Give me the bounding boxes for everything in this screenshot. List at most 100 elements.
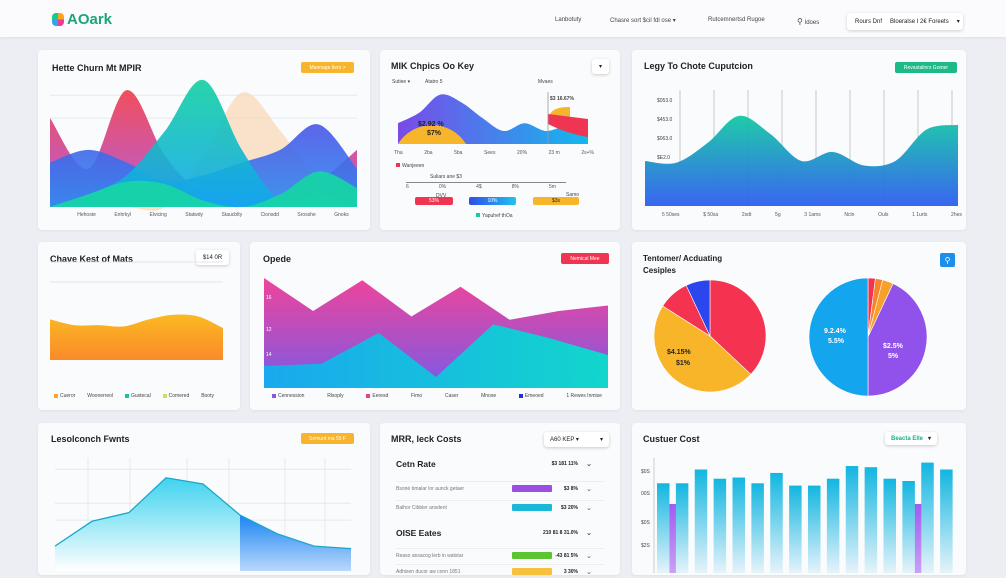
legend-label: Cennession [278, 393, 305, 399]
cost-row[interactable]: Adhisen ducor aw conn 1851 3 30% ⌄ [396, 564, 604, 578]
left-pie-chart [653, 279, 767, 393]
card-churn: Hette Churn Mt MPIR Mannage Iiers > Heho… [38, 50, 370, 230]
header-select[interactable]: Rours Dnf Bloeralse I 2€ Foreets ▾ [847, 13, 963, 30]
legend-swatch [366, 393, 371, 398]
card-title: Chave Kest of Mats [50, 254, 134, 264]
cost-select[interactable]: Beacta Elle ▾ [885, 432, 937, 445]
legend-item: Woonerreol [87, 393, 113, 399]
dropdown-button[interactable]: ▾ [592, 59, 609, 74]
nav-item-2-label: Chasre sort $cil fdl ose [610, 18, 672, 24]
yellow-hump [398, 125, 466, 144]
scale-label: Suliars ane $3 [430, 174, 462, 180]
bar [864, 467, 878, 573]
bar [732, 477, 745, 573]
nav-item-1[interactable]: Lanbotuty [555, 17, 582, 23]
scale-tick: 8% [511, 184, 519, 190]
card-pies: Tentomer/ Acduating Cesiples ⚲ $4.15% $1%… [632, 242, 966, 410]
bar [940, 469, 953, 573]
x-label: 2s+% [581, 150, 594, 156]
legend-label: Mnose [481, 393, 497, 399]
cost-row[interactable]: OISE Eates 210 81 8 31.0% ⌄ [396, 526, 604, 540]
legend-item: Mnose [481, 393, 496, 399]
scale-line [406, 182, 566, 183]
pie-slice [685, 279, 711, 337]
action-button[interactable]: Semunt ma 55 F [301, 433, 354, 444]
y-label: 12 [266, 327, 272, 333]
fwnts-line-chart [54, 458, 352, 571]
row-value: -43 81 5% [555, 552, 578, 559]
y-label: $063.0 [657, 136, 673, 142]
bar [789, 485, 802, 573]
card-title: Legy To Chote Cuputcion [644, 61, 753, 71]
card-fwnts: Lesolconch Fwnts Semunt ma 55 F [38, 423, 370, 575]
nav-item-2[interactable]: Chasre sort $cil fdl ose ▾ [610, 18, 676, 24]
opede-area-chart [264, 278, 608, 388]
row-value: $3 181 11% [551, 461, 578, 467]
title-line-2: Cesiples [643, 266, 676, 275]
value-badge[interactable]: $14 0R [196, 250, 229, 265]
logo[interactable]: AOark [52, 11, 112, 28]
x-label: Enhrkyl [114, 212, 132, 218]
x-label: Staucblty [221, 212, 243, 218]
legend-item: Comered [162, 393, 189, 399]
chevron-down-icon[interactable]: ⌄ [586, 461, 592, 468]
y-label: $E2.0 [657, 155, 671, 161]
manage-button[interactable]: Mannage Iiers > [301, 62, 354, 73]
logo-text: AOark [67, 11, 113, 28]
line-series [54, 477, 352, 550]
legend-swatch [54, 393, 58, 398]
cost-row[interactable]: Bsoné bmalar lor aunck getaer $3 8% ⌄ [396, 481, 604, 495]
x-label: 23 m [548, 150, 560, 156]
search-button[interactable]: ⚲ [940, 253, 955, 267]
bar [657, 483, 670, 573]
action-button[interactable]: Revastalinrs Gomer [895, 62, 957, 73]
peak-segment-red [548, 114, 588, 137]
y-label: $053.0 [657, 98, 673, 104]
row-label: Reaso ansacog lerb in watstar [396, 552, 464, 559]
action-button[interactable]: Nemical Mee [561, 253, 609, 264]
customer-cost-bar-chart [653, 458, 953, 573]
pie-label: $1% [676, 360, 691, 367]
bar [770, 472, 783, 573]
pie-slice [808, 277, 869, 397]
pie-label: 9.2.4% [824, 328, 846, 335]
pill-yellow[interactable]: $3s [533, 197, 579, 205]
card-customer-cost: Custuer Cost Beacta Elle ▾ $0S 00S $0S $2… [632, 423, 966, 575]
row-label: Cetn Rate [396, 459, 436, 469]
legend-item: Eeresd [366, 393, 388, 399]
chevron-down-icon[interactable]: ⌄ [586, 504, 592, 512]
value-2: $7% [427, 130, 442, 137]
cuputcion-area-chart [645, 90, 958, 206]
legend-label: Yapuhef thOa [482, 213, 513, 219]
y-label: 16 [266, 295, 272, 301]
x-label: Hehoste [77, 212, 96, 218]
filter-1[interactable]: Sutiee ▾ [392, 79, 411, 85]
cost-row[interactable]: Reaso ansacog lerb in watstar -43 81 5% ⌄ [396, 548, 604, 562]
y-label: $453.0 [657, 117, 673, 123]
search-button[interactable]: ⚲ Idoes [797, 17, 819, 26]
bar [808, 485, 821, 573]
legend-item: Rlsoply [327, 393, 343, 399]
pill-red[interactable]: 53% [415, 197, 453, 205]
x-label: 2hes [951, 212, 962, 218]
chevron-down-icon[interactable]: ⌄ [586, 530, 592, 537]
x-label: 2sdt [741, 212, 752, 218]
select-value: A60 KEP ▾ [550, 437, 579, 443]
card-mats: Chave Kest of Mats $14 0R Cueror Woonerre… [38, 242, 240, 410]
card-title: Lesolconch Fwnts [51, 434, 130, 444]
x-label: 5ba [454, 150, 463, 156]
nav-item-3[interactable]: Rutcemnertsd Rugoe [708, 17, 765, 23]
chevron-down-icon[interactable]: ⌄ [586, 552, 592, 560]
chevron-down-icon[interactable]: ⌄ [586, 485, 592, 493]
chevron-down-icon[interactable]: ⌄ [586, 568, 592, 576]
bar [921, 462, 934, 573]
cost-row[interactable]: Balhor Cibbler ansdent $3 20% ⌄ [396, 500, 604, 514]
pill-blue[interactable]: 10% [469, 197, 516, 205]
bar-secondary [911, 504, 925, 573]
cost-row[interactable]: Cetn Rate $3 181 11% ⌄ [396, 457, 604, 471]
cost-select[interactable]: A60 KEP ▾ ▾ [544, 432, 609, 447]
card-costs: MRR, leck Costs A60 KEP ▾ ▾ Cetn Rate $3 1… [380, 423, 620, 578]
filter-2[interactable]: Atatro 5 [425, 79, 443, 85]
legend-label: Eeresd [372, 393, 389, 399]
x-label: Tha [394, 150, 403, 156]
